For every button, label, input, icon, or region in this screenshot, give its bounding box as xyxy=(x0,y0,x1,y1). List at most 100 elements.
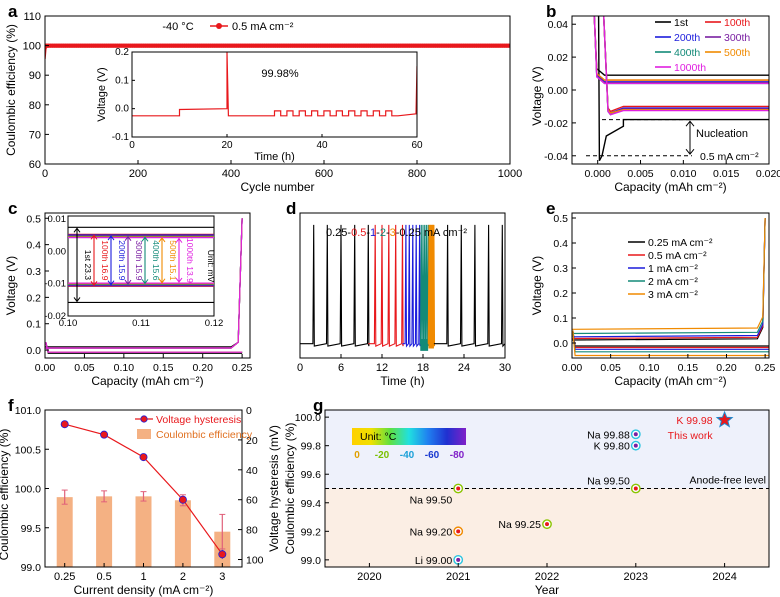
x-tick-label: 0.20 xyxy=(192,362,213,374)
colorbar-tick-label: -60 xyxy=(425,450,440,461)
legend-label: 400th xyxy=(674,47,700,59)
y2-axis-title: Voltage hysteresis (mV) xyxy=(267,425,281,552)
x-axis-title: Capacity (mAh cm⁻²) xyxy=(614,180,726,194)
point-label: Na 99.50 xyxy=(587,476,630,488)
y-axis-title: Voltage (V) xyxy=(530,66,544,125)
inset-unit-label: Unit: mV xyxy=(206,250,216,283)
x-tick-label: 0.10 xyxy=(114,362,135,374)
legend-marker xyxy=(216,23,222,29)
y-axis-title: Coulombic efficiency (%) xyxy=(0,429,11,561)
hysteresis-label: 300th 15.9 xyxy=(134,240,144,280)
hysteresis-cycle: 1st xyxy=(83,250,93,262)
arrow-head xyxy=(107,235,115,241)
rate-sequence-part: 0.5 xyxy=(351,227,366,239)
legend-label: Voltage hysteresis xyxy=(156,414,241,426)
arrow-head xyxy=(90,234,98,240)
y-tick-label: 0.3 xyxy=(553,263,568,275)
panel-label: f xyxy=(8,396,14,415)
charge-curve xyxy=(45,218,243,349)
hysteresis-cycle: 100th xyxy=(100,240,110,262)
arrow-head xyxy=(90,281,98,287)
point-label: Na 99.25 xyxy=(498,519,541,531)
y-tick-label: 100.5 xyxy=(15,444,41,456)
rate-discharge-curve xyxy=(572,330,769,357)
rate-charge-curve xyxy=(572,217,766,330)
hysteresis-value: 15.1 xyxy=(168,264,178,281)
inset-y-title: Voltage (V) xyxy=(96,67,108,121)
hysteresis-point xyxy=(100,430,109,439)
legend-label: 0.5 mA cm⁻² xyxy=(648,250,707,262)
y-tick-label: 99.8 xyxy=(301,441,322,453)
literature-point-core xyxy=(456,557,461,562)
y2-tick-label: 80 xyxy=(246,525,258,537)
hysteresis-value: 15.6 xyxy=(151,264,161,281)
x-tick-label: 0.010 xyxy=(670,168,696,180)
ce-bar xyxy=(135,496,152,567)
y-tick-label: 80 xyxy=(29,100,41,112)
point-label: Na 99.50 xyxy=(410,495,453,507)
panel-label: d xyxy=(286,199,296,218)
clip-group xyxy=(593,16,769,162)
x-tick-label: 0.05 xyxy=(74,362,95,374)
rate-segment-1 xyxy=(368,224,404,347)
y-tick-label: 99.0 xyxy=(301,555,322,567)
x-tick-label: 2 xyxy=(180,571,186,583)
y-tick-label: 0.1 xyxy=(553,313,568,325)
inset-y-tick-label: 0.1 xyxy=(115,75,129,86)
x-tick-label: 2024 xyxy=(712,571,736,583)
y-tick-label: 0.3 xyxy=(26,266,41,278)
point-label: Na 99.20 xyxy=(410,526,453,538)
rate-sequence-part: 0.25- xyxy=(326,227,351,239)
y-tick-label: 100.0 xyxy=(15,484,41,496)
inset-x-tick-label: 60 xyxy=(411,140,423,151)
threshold-label: Anode-free level xyxy=(690,475,766,487)
y-tick-label: 70 xyxy=(29,129,41,141)
x-tick-label: 0.15 xyxy=(678,362,699,374)
hysteresis-point xyxy=(60,420,69,429)
plot-frame xyxy=(571,212,770,359)
point-label: K 99.98 xyxy=(676,415,712,427)
clip-group xyxy=(45,218,243,354)
hysteresis-label: 1st 23.3 xyxy=(83,250,93,281)
inset-x-tick-label: 0.12 xyxy=(205,318,224,329)
x-tick-label: 24 xyxy=(458,362,470,374)
hysteresis-value: 23.3 xyxy=(83,263,93,280)
colorbar-title: Unit: °C xyxy=(360,431,397,443)
arrow-head xyxy=(124,235,132,241)
x-tick-label: 0.05 xyxy=(600,362,621,374)
panel-label: g xyxy=(313,396,323,415)
x-tick-label: 0.015 xyxy=(713,168,739,180)
legend-swatch xyxy=(137,429,151,439)
y2-tick-label: 100 xyxy=(246,555,264,567)
literature-point-core xyxy=(633,443,638,448)
colorbar-tick-label: -80 xyxy=(450,450,465,461)
colorbar-tick-label: -40 xyxy=(400,450,415,461)
hysteresis-label: 1000th 13.9 xyxy=(185,238,195,283)
panel-label: c xyxy=(8,199,17,218)
point-label: K 99.80 xyxy=(594,441,630,453)
hysteresis-label: 400th 15.6 xyxy=(151,240,161,280)
colorbar-tick-label: -20 xyxy=(375,450,390,461)
legend-label: 300th xyxy=(724,32,750,44)
y-tick-label: -0.02 xyxy=(544,118,568,130)
y-tick-label: 99.5 xyxy=(21,523,42,535)
y-tick-label: 0.1 xyxy=(26,319,41,331)
y-tick-label: 0.00 xyxy=(548,85,569,97)
rate-sequence-title: 0.25-0.5-1-2-3-0.25 mA cm⁻² xyxy=(326,227,467,239)
x-tick-label: 2023 xyxy=(624,571,648,583)
x-tick-label: 0.00 xyxy=(35,362,56,374)
y-tick-label: 0.2 xyxy=(26,292,41,304)
cycle-charge-line xyxy=(593,16,769,85)
y-tick-label: 99.4 xyxy=(301,498,322,510)
inset-annotation: 99.98% xyxy=(261,68,299,80)
x-tick-label: 600 xyxy=(315,168,333,180)
x-tick-label: 12 xyxy=(376,362,388,374)
inset-x-tick-label: 40 xyxy=(316,140,328,151)
rate-sequence-part: - xyxy=(376,227,380,239)
legend-label: Coulombic efficiency xyxy=(156,429,253,441)
literature-point-core xyxy=(545,522,549,527)
x-tick-label: 30 xyxy=(499,362,511,374)
point-label: Li 99.00 xyxy=(415,555,453,567)
hysteresis-value: 16.9 xyxy=(100,264,110,281)
